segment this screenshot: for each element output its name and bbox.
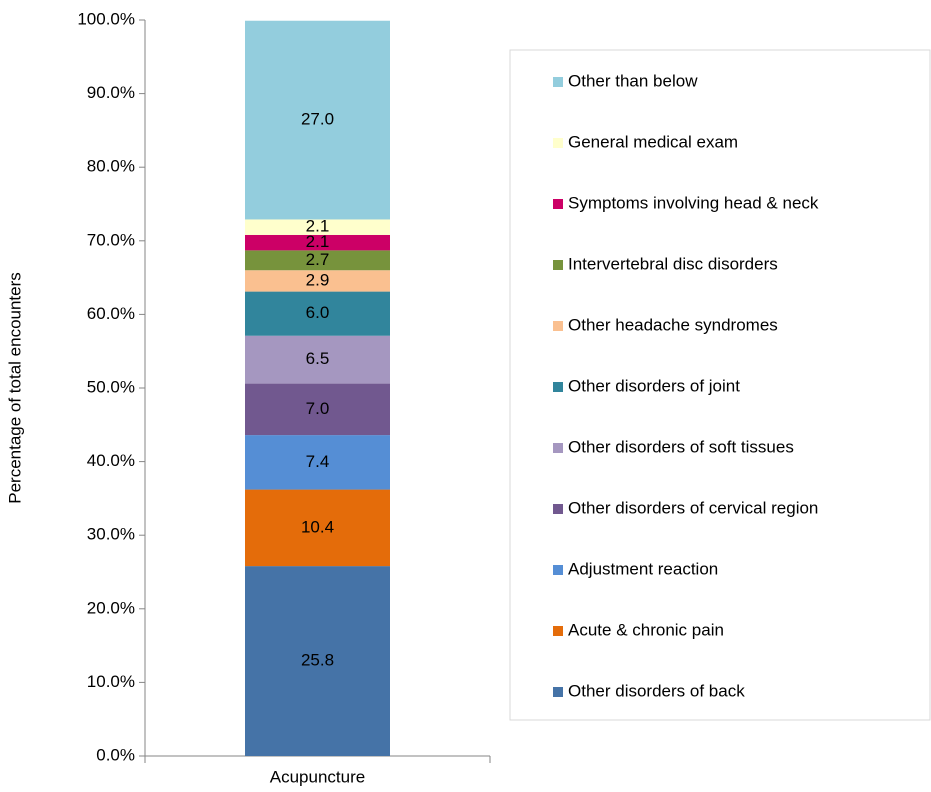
y-tick-label: 50.0% — [87, 377, 135, 396]
legend-label: Other disorders of cervical region — [568, 498, 818, 517]
y-tick-label: 70.0% — [87, 230, 135, 249]
data-label: 2.1 — [306, 217, 330, 236]
legend-swatch — [553, 382, 563, 392]
data-label: 6.0 — [306, 303, 330, 322]
legend-label: Acute & chronic pain — [568, 620, 724, 639]
legend-label: Symptoms involving head & neck — [568, 193, 819, 212]
legend-swatch — [553, 199, 563, 209]
legend-label: General medical exam — [568, 132, 738, 151]
data-label: 10.4 — [301, 517, 334, 536]
bar-segment — [245, 219, 390, 235]
legend-label: Other than below — [568, 71, 698, 90]
y-tick-label: 20.0% — [87, 598, 135, 617]
bar-segment — [245, 291, 390, 336]
bar-segment — [245, 250, 390, 271]
legend-swatch — [553, 321, 563, 331]
data-label: 2.9 — [306, 270, 330, 289]
y-tick-label: 90.0% — [87, 83, 135, 102]
legend-swatch — [553, 443, 563, 453]
legend-label: Adjustment reaction — [568, 559, 718, 578]
bar-segment — [245, 335, 390, 384]
y-tick-label: 60.0% — [87, 304, 135, 323]
bar-segment — [245, 20, 390, 220]
legend-box — [509, 49, 931, 721]
legend-label: Other disorders of soft tissues — [568, 437, 794, 456]
legend-label: Intervertebral disc disorders — [568, 254, 778, 273]
y-tick-label: 0.0% — [96, 745, 135, 764]
legend-swatch — [553, 565, 563, 575]
bar-segment — [245, 489, 390, 567]
data-label: 6.5 — [306, 349, 330, 368]
legend-label: Other headache syndromes — [568, 315, 778, 334]
y-tick-label: 100.0% — [77, 9, 135, 28]
data-label: 2.1 — [306, 232, 330, 251]
y-tick-label: 30.0% — [87, 525, 135, 544]
y-tick-label: 80.0% — [87, 157, 135, 176]
bar-segment — [245, 270, 390, 292]
bar-segment — [245, 435, 390, 490]
data-label: 7.4 — [306, 452, 330, 471]
legend-swatch — [553, 77, 563, 87]
y-tick-label: 10.0% — [87, 672, 135, 691]
legend-swatch — [553, 138, 563, 148]
bar-segment — [245, 566, 390, 756]
bar-segment — [245, 234, 390, 251]
data-label: 25.8 — [301, 651, 334, 670]
legend-swatch — [553, 626, 563, 636]
legend-swatch — [553, 260, 563, 270]
data-label: 2.7 — [306, 250, 330, 269]
legend-swatch — [553, 687, 563, 697]
bar-segment — [245, 383, 390, 436]
y-axis-label: Percentage of total encounters — [5, 272, 24, 504]
x-tick-label: Acupuncture — [270, 767, 365, 786]
legend-label: Other disorders of joint — [568, 376, 740, 395]
y-tick-label: 40.0% — [87, 451, 135, 470]
legend-label: Other disorders of back — [568, 681, 745, 700]
data-label: 27.0 — [301, 110, 334, 129]
legend-swatch — [553, 504, 563, 514]
data-label: 7.0 — [306, 399, 330, 418]
